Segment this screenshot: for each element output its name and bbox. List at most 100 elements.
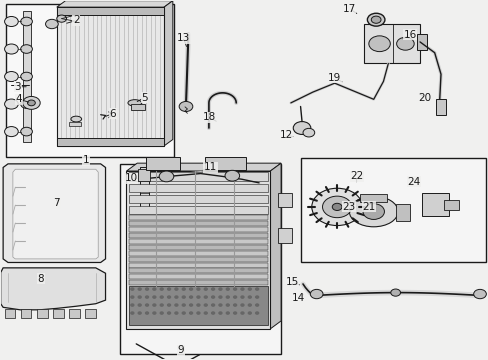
Bar xyxy=(422,193,448,216)
Circle shape xyxy=(224,170,239,181)
Text: 3: 3 xyxy=(15,82,21,92)
Polygon shape xyxy=(13,169,98,259)
Circle shape xyxy=(4,127,18,136)
Bar xyxy=(129,227,267,232)
Circle shape xyxy=(204,296,207,298)
Circle shape xyxy=(197,288,200,290)
Bar xyxy=(129,262,267,267)
Circle shape xyxy=(189,296,192,298)
Circle shape xyxy=(131,304,134,306)
Text: 10: 10 xyxy=(124,173,138,183)
Circle shape xyxy=(226,288,229,290)
Circle shape xyxy=(293,122,310,134)
Circle shape xyxy=(175,304,178,306)
Bar xyxy=(20,309,31,319)
Circle shape xyxy=(303,129,314,137)
Circle shape xyxy=(167,288,170,290)
Bar xyxy=(138,168,150,181)
Polygon shape xyxy=(0,268,105,310)
Circle shape xyxy=(145,288,148,290)
Bar xyxy=(129,233,267,238)
Text: 22: 22 xyxy=(349,171,363,181)
Bar xyxy=(126,171,270,329)
Bar xyxy=(129,215,267,220)
Circle shape xyxy=(219,296,222,298)
Circle shape xyxy=(204,312,207,314)
Circle shape xyxy=(211,296,214,298)
Circle shape xyxy=(248,304,251,306)
Bar xyxy=(435,99,445,116)
Circle shape xyxy=(197,312,200,314)
Bar xyxy=(129,239,267,244)
Bar xyxy=(129,221,267,226)
Polygon shape xyxy=(57,1,172,7)
Text: 23: 23 xyxy=(342,202,355,212)
Text: 5: 5 xyxy=(141,93,147,103)
Bar xyxy=(69,309,80,319)
Text: 16: 16 xyxy=(403,30,416,40)
Circle shape xyxy=(219,288,222,290)
Bar xyxy=(85,309,96,319)
Circle shape xyxy=(182,288,185,290)
Circle shape xyxy=(226,312,229,314)
Circle shape xyxy=(153,288,156,290)
Circle shape xyxy=(4,72,18,82)
Circle shape xyxy=(370,16,380,23)
Circle shape xyxy=(175,296,178,298)
Circle shape xyxy=(204,288,207,290)
Bar xyxy=(129,286,267,325)
Text: 4: 4 xyxy=(16,94,22,104)
Circle shape xyxy=(160,296,163,298)
Bar xyxy=(129,172,267,181)
Circle shape xyxy=(175,288,178,290)
Bar xyxy=(300,158,485,262)
Circle shape xyxy=(159,171,173,182)
Circle shape xyxy=(255,312,258,314)
Circle shape xyxy=(189,312,192,314)
Bar xyxy=(129,206,267,214)
Circle shape xyxy=(197,296,200,298)
Text: 18: 18 xyxy=(203,112,216,122)
Circle shape xyxy=(4,99,18,109)
Circle shape xyxy=(20,17,32,26)
Circle shape xyxy=(153,296,156,298)
Text: 12: 12 xyxy=(279,130,292,140)
Circle shape xyxy=(175,312,178,314)
Circle shape xyxy=(138,304,141,306)
Circle shape xyxy=(211,312,214,314)
Text: 14: 14 xyxy=(291,293,304,303)
Circle shape xyxy=(167,296,170,298)
Circle shape xyxy=(182,312,185,314)
Circle shape xyxy=(241,288,244,290)
Circle shape xyxy=(310,289,323,299)
Circle shape xyxy=(22,96,40,109)
Circle shape xyxy=(189,288,192,290)
Bar xyxy=(363,24,419,63)
Bar xyxy=(120,164,281,354)
Circle shape xyxy=(20,100,32,108)
Circle shape xyxy=(366,13,384,26)
Circle shape xyxy=(167,304,170,306)
Circle shape xyxy=(233,312,236,314)
Circle shape xyxy=(153,312,156,314)
Bar xyxy=(129,257,267,262)
Text: 24: 24 xyxy=(407,177,420,187)
Bar xyxy=(204,157,245,170)
Circle shape xyxy=(179,102,192,112)
Text: 7: 7 xyxy=(53,198,60,208)
Circle shape xyxy=(20,127,32,136)
Circle shape xyxy=(219,304,222,306)
Bar xyxy=(444,200,458,211)
Ellipse shape xyxy=(71,116,81,122)
Circle shape xyxy=(160,304,163,306)
Ellipse shape xyxy=(128,100,142,106)
Circle shape xyxy=(138,288,141,290)
Bar xyxy=(53,309,63,319)
Bar xyxy=(22,11,31,142)
Text: 9: 9 xyxy=(178,345,184,355)
Text: 1: 1 xyxy=(82,155,89,165)
Circle shape xyxy=(322,196,351,218)
Bar xyxy=(57,7,163,15)
Circle shape xyxy=(241,312,244,314)
Circle shape xyxy=(20,45,32,53)
